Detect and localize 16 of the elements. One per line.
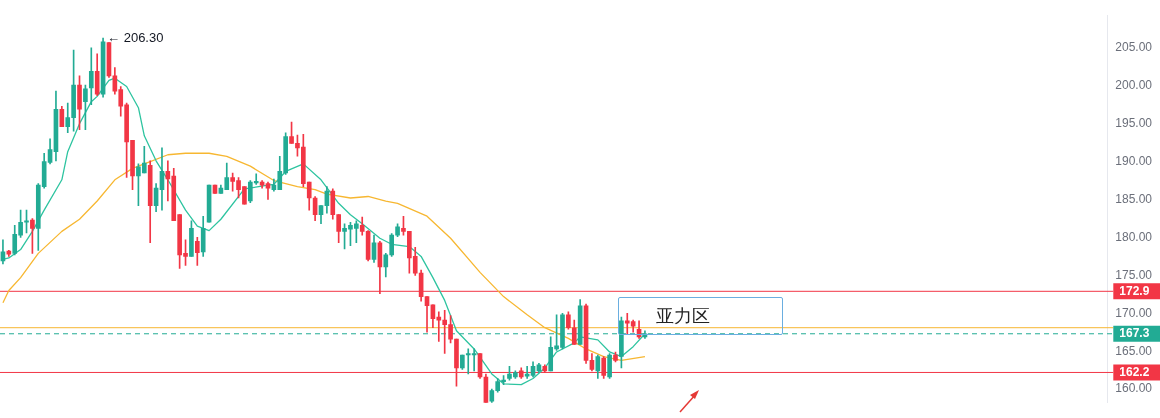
y-tick-label: 175.00 (1115, 267, 1153, 282)
annotation: 亚力区 (656, 305, 710, 326)
text-box: 亚力区 (618, 297, 783, 335)
ref-line-label: 167.3 (1119, 326, 1150, 341)
y-tick-label: 180.00 (1115, 229, 1153, 244)
y-tick-label: 200.00 (1115, 78, 1153, 93)
y-tick-label: 195.00 (1115, 115, 1153, 130)
annotation: ← 206.30 (107, 29, 164, 45)
ref-line-label: 162.2 (1119, 364, 1150, 379)
y-tick-label: 190.00 (1115, 153, 1153, 168)
y-tick-label: 205.00 (1115, 40, 1153, 55)
y-tick-label: 165.00 (1115, 343, 1153, 358)
y-tick-label: 185.00 (1115, 191, 1153, 206)
y-tick-label: 170.00 (1115, 305, 1153, 320)
ref-line-label: 172.9 (1119, 283, 1150, 298)
y-tick-label: 160.00 (1115, 381, 1153, 396)
